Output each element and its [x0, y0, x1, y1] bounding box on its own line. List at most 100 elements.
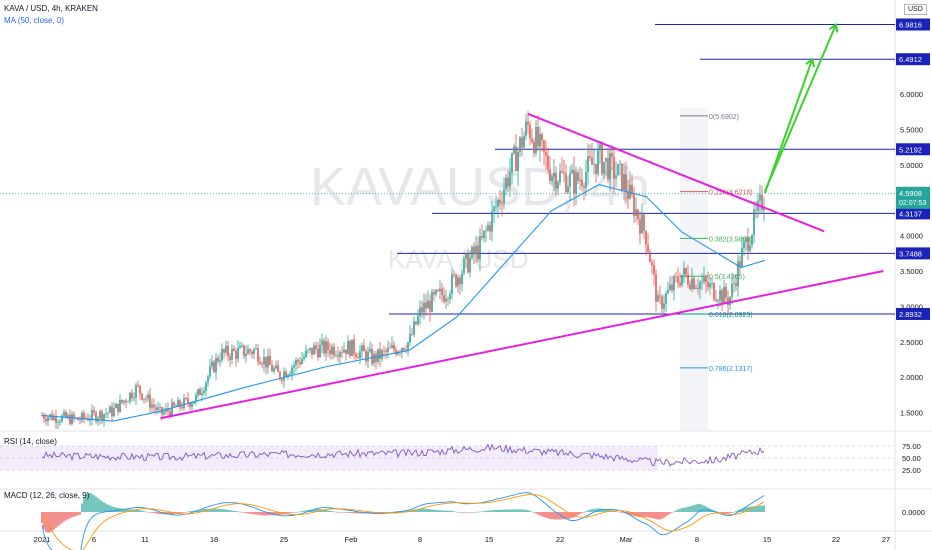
candle: [555, 172, 557, 189]
macd-hist: [151, 512, 153, 513]
date-tick: 8: [695, 535, 699, 544]
candle: [585, 171, 587, 188]
candle: [645, 230, 647, 245]
trendline-lower: [160, 270, 884, 420]
macd-hist: [663, 512, 665, 518]
watermark-big: KAVAUSD, 4h: [310, 157, 650, 217]
candle: [157, 407, 159, 411]
candle: [385, 350, 387, 352]
macd-hist: [665, 512, 667, 517]
macd-hist: [555, 512, 557, 520]
macd-hist: [355, 512, 357, 514]
candle: [601, 144, 603, 174]
macd-hist: [371, 512, 373, 514]
macd-hist: [137, 509, 139, 512]
macd-hist: [459, 512, 461, 513]
candle: [251, 351, 253, 355]
candle: [737, 261, 739, 287]
macd-hist: [289, 512, 291, 514]
candle: [687, 274, 689, 285]
price-tick: 4.0000: [900, 232, 923, 241]
watermark-small: KAVA / USD: [388, 244, 529, 274]
macd-hist: [501, 509, 503, 512]
macd-hist: [107, 504, 109, 512]
candle: [235, 350, 237, 359]
candle: [393, 345, 395, 350]
candle: [371, 349, 373, 364]
candle: [51, 414, 53, 421]
candle: [185, 398, 187, 399]
macd-hist: [275, 512, 277, 516]
macd-hist: [53, 512, 55, 530]
macd-hist: [531, 511, 533, 513]
macd-hist: [343, 512, 345, 513]
candle: [273, 368, 275, 372]
macd-hist: [475, 511, 477, 513]
macd-hist: [213, 508, 215, 512]
candle: [291, 367, 293, 374]
macd-hist: [143, 511, 145, 512]
macd-hist: [83, 497, 85, 512]
price-tick: 2.0000: [900, 373, 923, 382]
macd-hist: [43, 512, 45, 530]
macd-hist: [575, 512, 577, 517]
currency-button[interactable]: USD: [904, 4, 927, 15]
macd-hist: [685, 507, 687, 512]
date-tick: 6: [92, 535, 96, 544]
candle: [527, 121, 529, 125]
macd-hist: [439, 510, 441, 512]
level-label: 4.3137: [899, 209, 922, 218]
macd-hist: [683, 507, 685, 512]
candle: [667, 289, 669, 294]
macd-hist: [243, 512, 245, 513]
candle: [567, 186, 569, 193]
macd-hist: [723, 512, 725, 514]
macd-hist: [519, 509, 521, 512]
macd-hist: [327, 510, 329, 512]
candle: [433, 291, 435, 295]
candle: [449, 293, 451, 300]
candle: [47, 417, 49, 422]
macd-hist: [259, 512, 261, 516]
macd-hist: [251, 512, 253, 515]
candle: [713, 283, 715, 300]
rsi-tick: 25.00: [902, 466, 921, 475]
macd-hist: [637, 512, 639, 517]
macd-hist: [463, 512, 465, 513]
macd-hist: [581, 512, 583, 513]
macd-hist: [645, 512, 647, 518]
macd-hist: [671, 512, 673, 513]
candle: [679, 282, 681, 286]
macd-hist: [383, 512, 385, 513]
macd-hist: [525, 509, 527, 512]
candle: [697, 287, 699, 289]
candle: [675, 276, 677, 277]
candle: [655, 274, 657, 302]
macd-hist: [497, 509, 499, 512]
macd-hist: [113, 507, 115, 512]
macd-hist: [493, 510, 495, 512]
candle: [241, 345, 243, 346]
candle: [579, 179, 581, 181]
macd-hist: [189, 511, 191, 512]
candle: [497, 199, 499, 207]
macd-hist: [761, 505, 763, 512]
candle: [451, 274, 453, 294]
macd-hist: [583, 512, 585, 513]
ma-line: [41, 184, 766, 422]
macd-hist: [315, 509, 317, 512]
macd-legend: MACD (12, 26, close, 9): [4, 491, 90, 500]
macd-hist: [753, 506, 755, 512]
level-label-bg: [896, 207, 930, 220]
candle: [427, 300, 429, 309]
macd-hist: [567, 512, 569, 520]
macd-hist: [717, 511, 719, 513]
macd-hist: [65, 512, 67, 521]
macd-hist: [239, 511, 241, 513]
candle: [229, 356, 231, 360]
candle: [439, 288, 441, 292]
macd-hist: [97, 498, 99, 512]
macd-hist: [147, 512, 149, 513]
candle: [689, 284, 691, 289]
